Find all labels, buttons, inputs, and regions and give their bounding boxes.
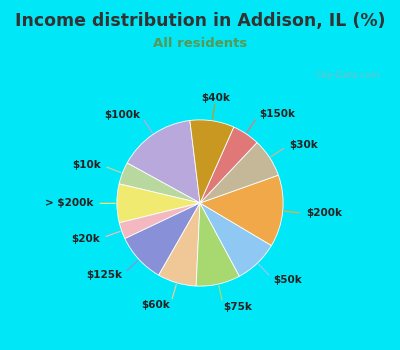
Text: All residents: All residents	[153, 37, 247, 50]
Text: $200k: $200k	[306, 208, 342, 218]
Wedge shape	[200, 203, 272, 276]
Wedge shape	[119, 163, 200, 203]
Text: $125k: $125k	[86, 270, 122, 280]
Text: $60k: $60k	[142, 300, 170, 310]
Text: $100k: $100k	[104, 110, 140, 120]
Wedge shape	[159, 203, 200, 286]
Text: City-Data.com: City-Data.com	[316, 71, 380, 80]
Text: $10k: $10k	[72, 160, 101, 170]
Text: > $200k: > $200k	[45, 198, 94, 208]
Text: $40k: $40k	[201, 93, 230, 103]
Text: $20k: $20k	[71, 234, 100, 244]
Text: $30k: $30k	[289, 140, 318, 150]
Wedge shape	[200, 175, 283, 245]
Wedge shape	[117, 184, 200, 223]
Text: $150k: $150k	[259, 110, 295, 119]
Wedge shape	[119, 203, 200, 239]
Wedge shape	[127, 120, 200, 203]
Wedge shape	[200, 127, 257, 203]
Wedge shape	[190, 120, 234, 203]
Wedge shape	[196, 203, 239, 286]
Wedge shape	[200, 142, 278, 203]
Text: $75k: $75k	[224, 302, 252, 312]
Text: Income distribution in Addison, IL (%): Income distribution in Addison, IL (%)	[15, 12, 385, 30]
Text: $50k: $50k	[274, 275, 302, 285]
Wedge shape	[125, 203, 200, 275]
